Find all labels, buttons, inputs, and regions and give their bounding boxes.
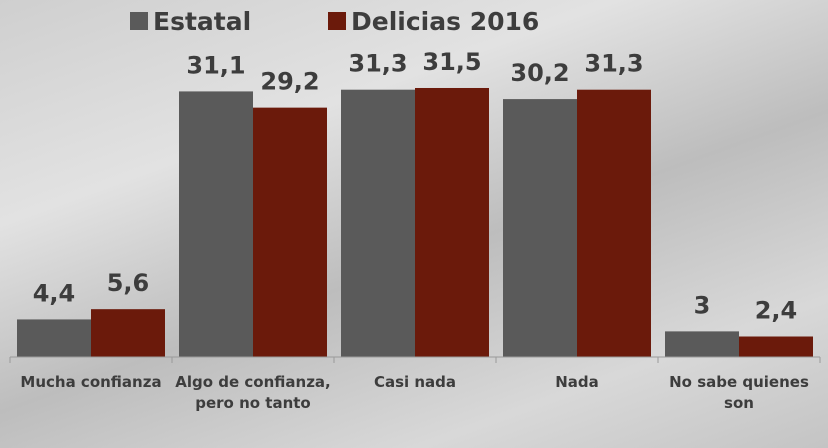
value-label: 31,3: [348, 50, 407, 78]
legend-swatch: [328, 12, 346, 30]
value-label: 31,1: [186, 51, 245, 79]
value-label: 30,2: [510, 59, 569, 87]
value-label: 5,6: [107, 269, 150, 297]
value-label: 29,2: [260, 68, 319, 96]
x-tick-label: Casi nada: [337, 372, 493, 393]
chart: Estatal Delicias 2016 4,4 5,6 31,1 29,2 31,3 31…: [0, 0, 828, 448]
bar: [739, 337, 813, 357]
value-label: 31,3: [584, 50, 643, 78]
x-tick-label: No sabe quienes son: [661, 372, 817, 414]
legend-label: Delicias 2016: [351, 7, 539, 36]
value-label: 3: [694, 291, 711, 319]
bar: [577, 90, 651, 357]
legend-label: Estatal: [153, 7, 251, 36]
value-label: 2,4: [755, 297, 798, 325]
x-tick-label: Nada: [499, 372, 655, 393]
bar: [503, 99, 577, 357]
bar: [179, 91, 253, 357]
bar: [253, 108, 327, 357]
bar: [415, 88, 489, 357]
value-label: 31,5: [422, 48, 481, 76]
legend-swatch: [130, 12, 148, 30]
bar: [17, 319, 91, 357]
x-tick-label: Mucha confianza: [13, 372, 169, 393]
bar: [665, 331, 739, 357]
x-tick-label: Algo de confianza, pero no tanto: [175, 372, 331, 414]
bar: [341, 90, 415, 357]
value-label: 4,4: [33, 279, 76, 307]
bar: [91, 309, 165, 357]
